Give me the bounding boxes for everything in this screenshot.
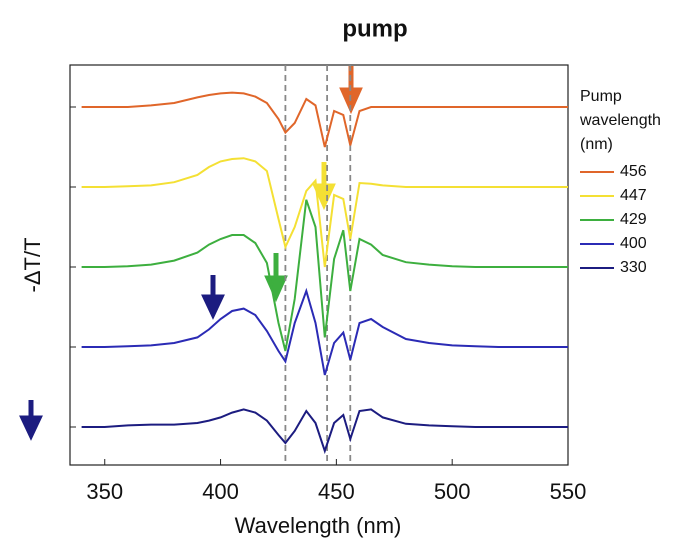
legend-title: Pump	[580, 88, 622, 105]
x-tick-label: 400	[202, 479, 239, 504]
arrows	[19, 66, 363, 441]
legend-label: 400	[620, 235, 647, 252]
series-line	[81, 287, 568, 376]
series-line	[81, 408, 568, 455]
legend-title: (nm)	[580, 136, 613, 153]
series-line	[81, 91, 568, 148]
legend-label: 330	[620, 259, 647, 276]
legend-label: 456	[620, 163, 647, 180]
series-line	[81, 199, 568, 352]
x-axis-label: Wavelength (nm)	[235, 513, 402, 538]
legend-title: wavelength	[579, 112, 661, 129]
chart-title: pump	[342, 15, 407, 42]
legend-label: 447	[620, 187, 647, 204]
plot-frame	[69, 64, 569, 466]
x-tick-label: 500	[434, 479, 471, 504]
legend-label: 429	[620, 211, 647, 228]
series-line	[81, 157, 568, 268]
x-tick-label: 550	[550, 479, 587, 504]
y-axis-label: -ΔT/T	[20, 237, 45, 292]
x-tick-label: 350	[86, 479, 123, 504]
x-tick-label: 450	[318, 479, 355, 504]
